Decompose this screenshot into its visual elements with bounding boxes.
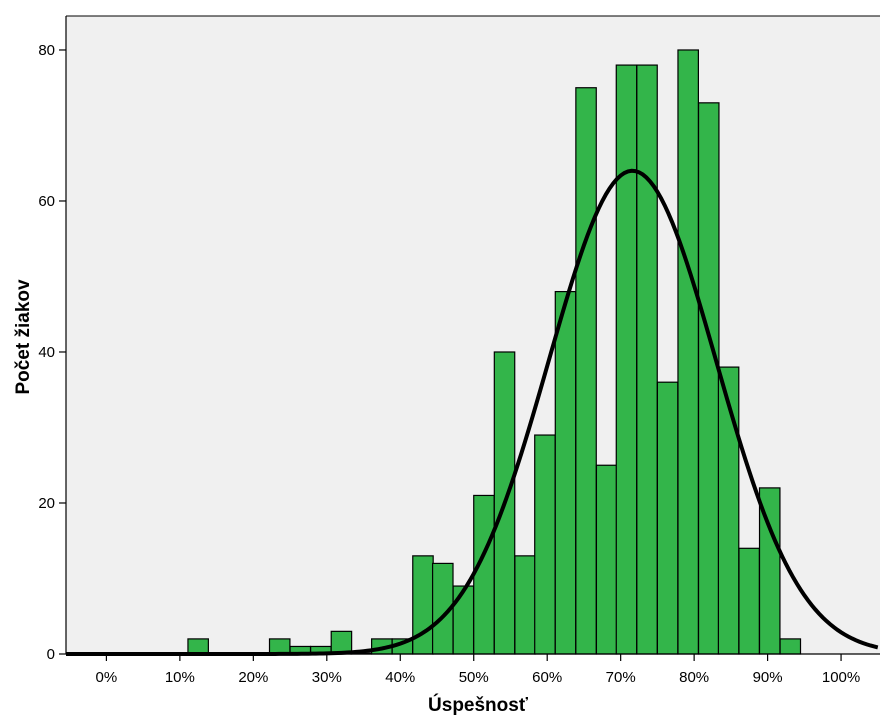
- x-tick-label-0: 0%: [96, 669, 118, 686]
- histogram-bar-25: [697, 102, 720, 655]
- x-axis-title: Úspešnosť: [428, 694, 529, 716]
- histogram-bar-11: [412, 555, 434, 655]
- y-tick-label-0: 0: [47, 646, 55, 663]
- x-tick-label-8: 80%: [679, 669, 709, 686]
- histogram-bar-17: [534, 434, 556, 655]
- histogram-bar-18: [554, 290, 577, 655]
- x-tick-label-6: 60%: [532, 669, 562, 686]
- histogram-bar-0: [187, 638, 209, 655]
- y-ticks-group: 0 20 40 60 80: [38, 42, 66, 663]
- histogram-bar-23: [656, 381, 679, 655]
- x-tick-label-3: 30%: [312, 669, 342, 686]
- x-tick-label-5: 50%: [459, 669, 489, 686]
- histogram-bar-13: [452, 585, 475, 655]
- histogram-bar-27: [738, 547, 760, 655]
- histogram-bar-4: [268, 638, 291, 655]
- histogram-bar-20: [595, 464, 618, 655]
- histogram-bar-29: [779, 638, 802, 655]
- y-tick-label-1: 20: [38, 495, 55, 512]
- plot-background: [66, 16, 880, 654]
- histogram-bar-21: [615, 64, 638, 655]
- x-tick-label-9: 90%: [753, 669, 783, 686]
- histogram-bar-24: [677, 49, 699, 655]
- y-tick-label-4: 80: [38, 42, 55, 59]
- x-tick-label-10: 100%: [822, 669, 860, 686]
- histogram-bar-14: [473, 494, 495, 655]
- histogram-bar-22: [636, 64, 658, 655]
- y-axis-title: Počet žiakov: [13, 279, 34, 395]
- histogram-bar-16: [514, 555, 536, 655]
- bars-group: [187, 49, 802, 655]
- x-tick-label-4: 40%: [385, 669, 415, 686]
- y-tick-label-3: 60: [38, 193, 55, 210]
- x-tick-label-2: 20%: [238, 669, 268, 686]
- x-tick-label-1: 10%: [165, 669, 195, 686]
- x-tick-label-7: 70%: [606, 669, 636, 686]
- histogram-bar-19: [575, 87, 597, 655]
- x-ticks-group: 0% 10% 20% 30% 40% 50% 60% 70% 80% 90% 100%: [96, 654, 860, 686]
- y-tick-label-2: 40: [38, 344, 55, 361]
